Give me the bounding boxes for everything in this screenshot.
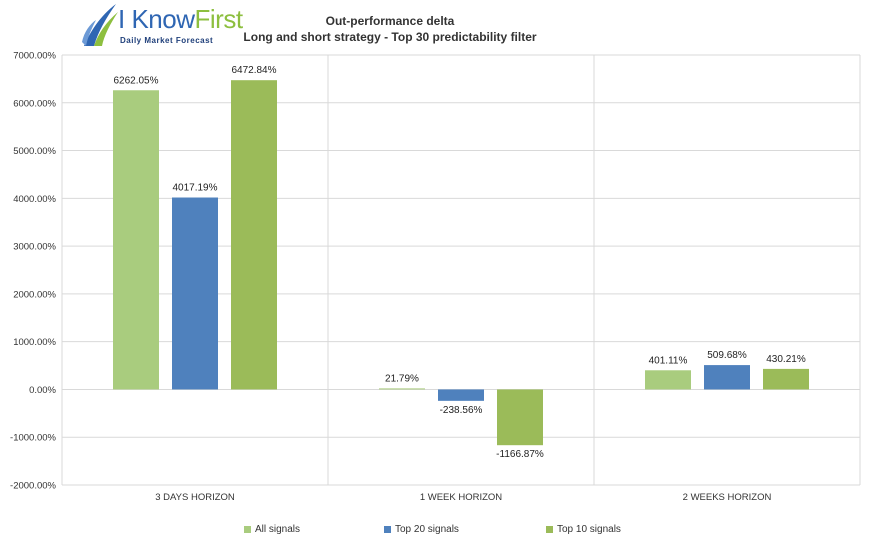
data-label: -1166.87% [496,449,544,460]
bar [172,197,218,390]
data-label: 6472.84% [231,65,276,76]
y-tick-label: -1000.00% [10,433,57,444]
y-tick-label: 4000.00% [13,194,56,205]
legend-swatch [546,525,553,533]
data-label: 401.11% [649,355,688,366]
bar [704,365,750,390]
y-tick-label: 0.00% [29,385,56,396]
data-label: 509.68% [707,350,747,361]
bar [438,389,484,401]
y-tick-label: 7000.00% [13,51,56,62]
legend-label: Top 10 signals [557,524,621,535]
logo: I KnowFirst Daily Market Forecast [80,2,243,50]
x-tick-label: 3 DAYS HORIZON [155,492,235,503]
legend-item: Top 10 signals [546,524,621,535]
legend-item: Top 20 signals [384,524,459,535]
data-label: 430.21% [766,354,806,365]
chart-legend: All signals Top 20 signals Top 10 signals [0,524,882,540]
y-tick-label: 5000.00% [13,146,56,157]
y-tick-label: -2000.00% [10,481,57,492]
legend-swatch [244,525,251,533]
data-label: 21.79% [385,373,419,384]
chart-titles: Out-performance delta Long and short str… [240,14,540,44]
bar [497,389,543,446]
y-tick-label: 3000.00% [13,242,56,253]
legend-label: Top 20 signals [395,524,459,535]
legend-item: All signals [244,524,300,535]
logo-swoosh-icon [82,4,118,46]
chart-title: Out-performance delta [325,14,455,28]
y-tick-label: 1000.00% [13,337,56,348]
logo-tagline: Daily Market Forecast [120,36,214,45]
x-tick-label: 1 WEEK HORIZON [420,492,502,503]
chart-subtitle: Long and short strategy - Top 30 predict… [243,30,537,44]
bar [113,90,159,390]
y-tick-label: 6000.00% [13,98,56,109]
x-tick-label: 2 WEEKS HORIZON [683,492,772,503]
bar [379,388,425,390]
data-label: -238.56% [440,405,483,416]
legend-label: All signals [255,524,301,535]
data-label: 6262.05% [113,75,158,86]
logo-text: I KnowFirst [118,4,243,34]
bar [231,80,277,390]
legend-swatch [384,525,391,533]
bar [763,368,809,390]
data-label: 4017.19% [172,183,217,194]
y-tick-label: 2000.00% [13,289,56,300]
bar [645,370,691,390]
